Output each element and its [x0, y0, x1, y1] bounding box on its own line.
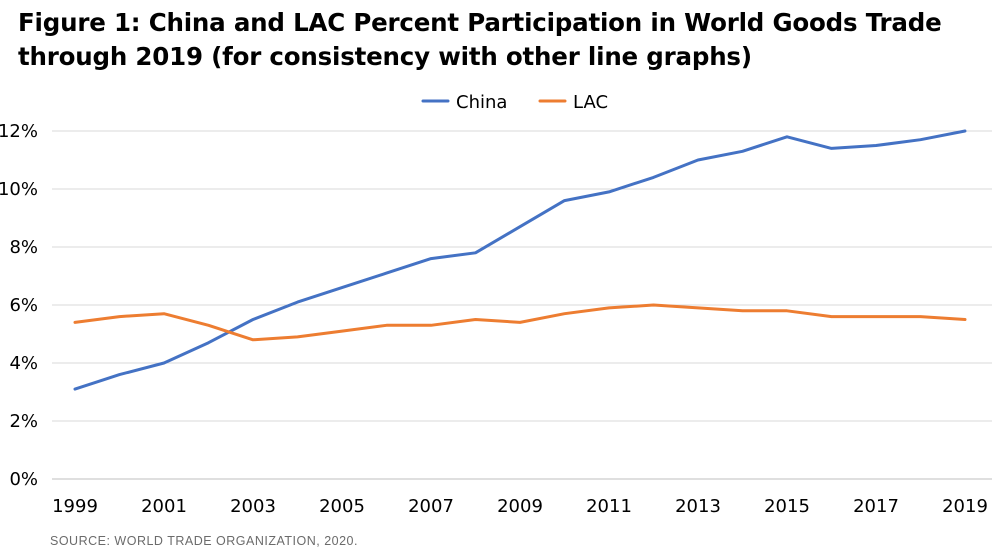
y-tick-label: 6% [9, 295, 38, 316]
legend-label: LAC [573, 92, 608, 113]
series-line-china [73, 129, 967, 391]
chart-title-line-1: Figure 1: China and LAC Percent Particip… [18, 8, 942, 37]
y-tick-label: 8% [9, 237, 38, 258]
chart-title-line-2: through 2019 (for consistency with other… [18, 42, 752, 71]
x-tick-label: 2001 [141, 496, 187, 517]
legend-label: China [456, 92, 507, 113]
grid-lines [52, 130, 992, 480]
x-tick-label: 2013 [675, 496, 721, 517]
x-axis-tick-labels: 1999 2001 2003 2005 2007 2009 2011 2013 2015 2017… [52, 496, 988, 517]
legend-item-lac: LAC [538, 92, 608, 113]
y-tick-label: 12% [0, 121, 38, 142]
y-axis-tick-labels: 0% 2% 4% 6% 8% 10% 12% [0, 121, 38, 490]
y-tick-label: 2% [9, 411, 38, 432]
x-tick-label: 2017 [853, 496, 899, 517]
x-tick-label: 2007 [408, 496, 454, 517]
legend: China LAC [421, 92, 608, 113]
x-tick-label: 2003 [230, 496, 276, 517]
x-tick-label: 2005 [319, 496, 365, 517]
chart-title: Figure 1: China and LAC Percent Particip… [18, 6, 993, 74]
y-tick-label: 10% [0, 179, 38, 200]
y-tick-label: 4% [9, 353, 38, 374]
y-tick-label: 0% [9, 469, 38, 490]
series-line-lac [73, 303, 967, 342]
legend-item-china: China [421, 92, 507, 113]
x-tick-label: 2019 [942, 496, 988, 517]
x-tick-label: 2015 [764, 496, 810, 517]
series-lines [73, 129, 967, 391]
x-tick-label: 1999 [52, 496, 98, 517]
x-tick-label: 2009 [497, 496, 543, 517]
x-tick-label: 2011 [586, 496, 632, 517]
source-note: SOURCE: WORLD TRADE ORGANIZATION, 2020. [50, 534, 358, 548]
